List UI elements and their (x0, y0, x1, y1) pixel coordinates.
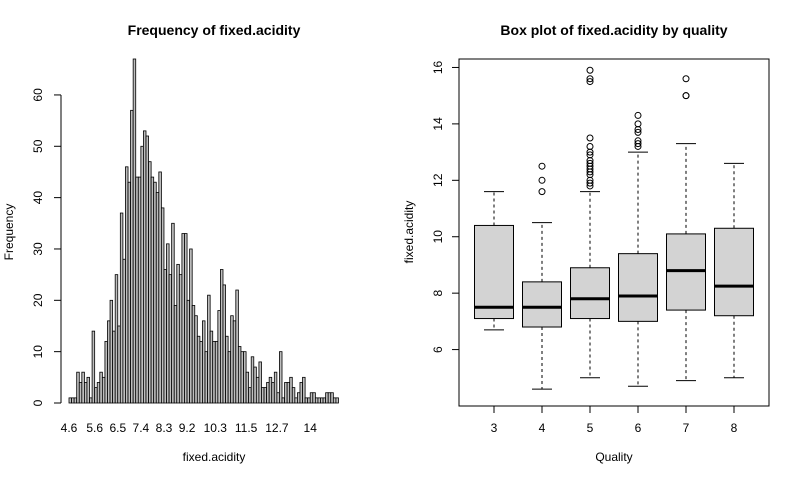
boxplot-x-tick-label: 5 (587, 421, 594, 435)
boxplot-box (619, 254, 658, 322)
histogram-y-tick-label: 50 (31, 139, 45, 153)
boxplot-title: Box plot of fixed.acidity by quality (500, 22, 727, 38)
boxplot-box (715, 228, 754, 315)
histogram-x-tick-label: 9.2 (179, 421, 196, 435)
histogram-x-tick-label: 8.3 (156, 421, 173, 435)
histogram-y-axis-label: Frequency (2, 204, 16, 261)
histogram-x-tick-label: 14 (304, 421, 318, 435)
boxplot-outlier-point (635, 121, 641, 127)
boxplot-box (571, 268, 610, 319)
boxplot-outlier-point (587, 143, 593, 149)
histogram-y-tick-label: 40 (31, 191, 45, 205)
boxplot-panel: Box plot of fixed.acidity by quality Qua… (402, 22, 769, 464)
histogram-x-tick-label: 10.3 (204, 421, 228, 435)
histogram-y-tick-label: 10 (31, 345, 45, 359)
histogram-y-tick-label: 0 (31, 399, 45, 406)
histogram-y-tick-label: 30 (31, 242, 45, 256)
boxplot-y-tick-label: 14 (431, 117, 445, 131)
histogram-x-tick-label: 4.6 (61, 421, 78, 435)
histogram-bar (336, 398, 339, 403)
histogram-bars (69, 59, 338, 403)
histogram-x-tick-label: 7.4 (133, 421, 150, 435)
histogram-title: Frequency of fixed.acidity (128, 22, 301, 38)
boxplot-outlier-point (587, 67, 593, 73)
boxplot-outlier-point (683, 76, 689, 82)
histogram-x-tick-label: 12.7 (265, 421, 289, 435)
histogram-x-tick-label: 11.5 (235, 421, 258, 435)
boxplot-y-tick-label: 12 (431, 173, 445, 187)
boxplot-y-tick-label: 8 (431, 290, 445, 297)
boxplot-x-tick-label: 3 (491, 421, 498, 435)
boxplot-x-tick-label: 8 (731, 421, 738, 435)
boxplot-x-tick-label: 6 (635, 421, 642, 435)
boxplot-x-tick-label: 7 (683, 421, 690, 435)
histogram-x-axis-label: fixed.acidity (183, 450, 246, 464)
histogram-x-tick-label: 5.6 (86, 421, 103, 435)
boxplot-outlier-point (587, 135, 593, 141)
boxplot-outlier-point (539, 177, 545, 183)
boxplot-outlier-point (539, 163, 545, 169)
histogram-x-tick-label: 6.5 (109, 421, 126, 435)
histogram-y-tick-label: 20 (31, 293, 45, 307)
histogram-y-tick-label: 60 (31, 88, 45, 102)
boxplot-outlier-point (683, 93, 689, 99)
boxplot-marks (475, 67, 754, 389)
histogram-bar (279, 352, 282, 403)
boxplot-outlier-point (635, 112, 641, 118)
boxplot-x-tick-label: 4 (539, 421, 546, 435)
boxplot-box (475, 225, 514, 318)
histogram-panel: Frequency of fixed.acidity fixed.acidity… (2, 22, 338, 464)
boxplot-y-tick-label: 6 (431, 346, 445, 353)
boxplot-y-tick-label: 10 (431, 230, 445, 244)
boxplot-outlier-point (539, 189, 545, 195)
boxplot-box (523, 282, 562, 327)
boxplot-x-axis-label: Quality (595, 450, 632, 464)
boxplot-y-axis-label: fixed.acidity (402, 201, 416, 264)
boxplot-y-tick-label: 16 (431, 61, 445, 75)
